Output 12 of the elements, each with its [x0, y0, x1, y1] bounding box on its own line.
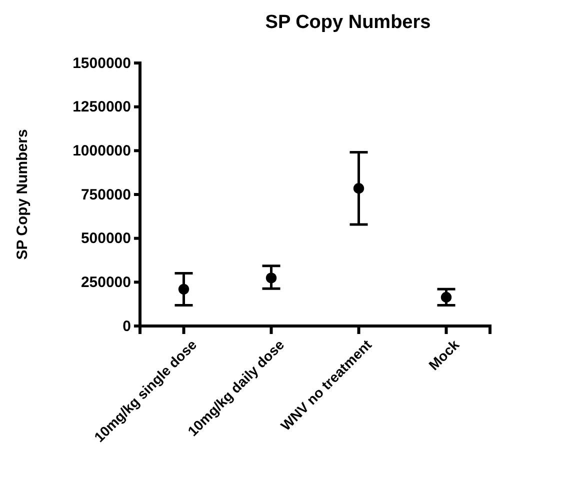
point	[178, 284, 190, 295]
y-tick-label: 500000	[80, 230, 131, 248]
point	[353, 183, 364, 194]
chart-title: SP Copy Numbers	[265, 12, 431, 33]
y-axis-title: SP Copy Numbers	[14, 129, 31, 260]
y-tick-label: 1000000	[72, 142, 131, 160]
y-tick-label: 1500000	[72, 54, 131, 72]
point	[266, 272, 277, 284]
y-tick-label: 750000	[80, 186, 131, 204]
y-tick-label: 1250000	[72, 98, 131, 116]
y-tick-label: 0	[122, 318, 131, 335]
y-tick-label: 250000	[80, 274, 131, 291]
